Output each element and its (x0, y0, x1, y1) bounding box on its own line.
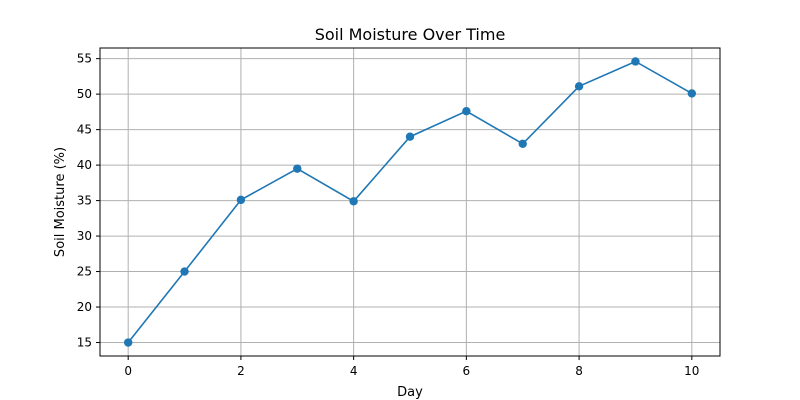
x-tick-label: 2 (237, 364, 245, 378)
y-tick-label: 25 (77, 265, 92, 279)
y-tick-label: 30 (77, 229, 92, 243)
y-axis-ticks: 15 20 25 30 35 40 45 50 55 (77, 52, 100, 350)
data-point (405, 132, 415, 141)
x-axis-ticks: 0 2 4 6 8 10 (124, 356, 699, 378)
data-point (687, 89, 697, 98)
data-point (518, 139, 527, 149)
data-point (293, 164, 302, 173)
plot-frame (99, 47, 721, 357)
data-point (180, 267, 189, 276)
x-tick-label: 8 (575, 364, 583, 378)
series-line (127, 60, 693, 344)
data-point (574, 82, 584, 91)
chart-title: Soil Moisture Over Time (315, 25, 506, 44)
x-tick-label: 4 (350, 364, 358, 378)
data-point (631, 57, 640, 66)
y-tick-label: 50 (77, 87, 92, 101)
y-tick-label: 35 (77, 194, 92, 208)
y-tick-label: 55 (77, 52, 92, 66)
y-tick-label: 20 (77, 300, 92, 314)
data-point (123, 338, 133, 347)
x-axis-label: Day (397, 385, 423, 400)
data-point (349, 197, 358, 206)
x-tick-label: 6 (463, 364, 471, 378)
y-tick-label: 15 (77, 336, 92, 350)
grid (100, 48, 720, 356)
data-point (462, 106, 471, 116)
x-tick-label: 10 (684, 364, 699, 378)
data-point (236, 195, 246, 205)
y-axis-label: Soil Moisture (%) (53, 147, 68, 257)
series-group (123, 57, 697, 347)
x-tick-label: 0 (124, 364, 132, 378)
y-tick-label: 40 (77, 158, 92, 172)
y-tick-label: 45 (77, 123, 92, 137)
